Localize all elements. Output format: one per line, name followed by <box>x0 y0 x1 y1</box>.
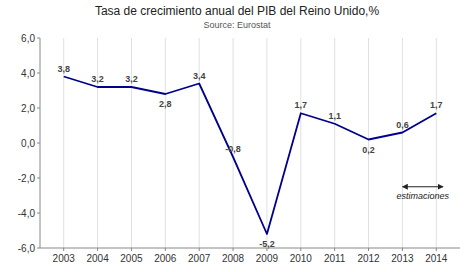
grid-line <box>436 38 437 248</box>
subtitle: Source: Eurostat <box>203 20 271 30</box>
x-tick <box>300 248 301 251</box>
x-tick-label: 2003 <box>53 253 76 264</box>
x-tick-label: 2011 <box>324 253 346 264</box>
annotation-text: estimaciones <box>396 191 449 201</box>
x-tick <box>436 248 437 251</box>
data-label: 1,7 <box>430 100 443 110</box>
x-tick-label: 2004 <box>86 253 109 264</box>
x-tick <box>233 248 234 251</box>
y-tick <box>37 143 40 144</box>
x-tick-label: 2005 <box>120 253 143 264</box>
y-tick <box>37 73 40 74</box>
x-tick-label: 2009 <box>256 253 279 264</box>
x-axis <box>40 248 460 249</box>
grid <box>64 38 437 248</box>
annotations: estimaciones <box>396 187 449 201</box>
y-tick-label: -2,0 <box>18 173 36 184</box>
x-tick <box>199 248 200 251</box>
x-tick <box>131 248 132 251</box>
y-tick <box>37 178 40 179</box>
grid-line <box>266 38 267 248</box>
data-label: 1,7 <box>295 100 308 110</box>
data-label: 2,8 <box>159 99 172 109</box>
x-tick-label: 2008 <box>222 253 245 264</box>
x-tick <box>334 248 335 251</box>
chart: Tasa de crecimiento anual del PIB del Re… <box>0 0 474 272</box>
title: Tasa de crecimiento anual del PIB del Re… <box>95 4 379 18</box>
line <box>64 77 437 235</box>
data-label: 1,1 <box>328 111 341 121</box>
plot-area <box>64 77 437 235</box>
x-tick-label: 2006 <box>154 253 177 264</box>
grid-line <box>165 38 166 248</box>
x-tick-label: 2012 <box>357 253 380 264</box>
y-tick-label: 2,0 <box>21 103 35 114</box>
y-tick <box>37 213 40 214</box>
data-label: 0,2 <box>362 145 375 155</box>
data-label: 3,2 <box>91 74 104 84</box>
y-tick-label: 0,0 <box>21 138 35 149</box>
y-tick-label: 6,0 <box>21 33 35 44</box>
x-tick-label: 2014 <box>425 253 448 264</box>
y-tick <box>37 108 40 109</box>
data-label: -0,8 <box>225 144 241 154</box>
y-tick-label: 4,0 <box>21 68 35 79</box>
x-tick <box>402 248 403 251</box>
grid-line <box>368 38 369 248</box>
data-labels: 3,8 3,2 3,2 2,8 3,4 -0,8 -5,2 1,7 1,1 0,2 0,6 1,7 <box>57 64 442 250</box>
grid-line <box>300 38 301 248</box>
x-tick-label: 2013 <box>391 253 414 264</box>
y-tick <box>37 248 40 249</box>
x-tick <box>368 248 369 251</box>
grid-line <box>233 38 234 248</box>
x-tick-label: 2010 <box>290 253 313 264</box>
x-tick <box>63 248 64 251</box>
data-label: 3,4 <box>193 71 206 81</box>
grid-line <box>97 38 98 248</box>
y-tick <box>37 38 40 39</box>
data-label: 0,6 <box>396 120 409 130</box>
y-tick-label: -4,0 <box>18 208 36 219</box>
data-label: 3,2 <box>125 74 138 84</box>
x-tick-label: 2007 <box>188 253 211 264</box>
grid-line <box>199 38 200 248</box>
grid-line <box>402 38 403 248</box>
axes: 2003 2004 2005 2006 2007 2008 2009 2010 2011 2012… <box>18 33 460 265</box>
y-tick-label: -6,0 <box>18 243 36 254</box>
data-label: 3,8 <box>57 64 70 74</box>
annotation-arrow <box>402 186 443 187</box>
data-label: -5,2 <box>259 239 275 249</box>
grid-line <box>131 38 132 248</box>
x-tick <box>97 248 98 251</box>
grid-line <box>334 38 335 248</box>
x-tick <box>165 248 166 251</box>
